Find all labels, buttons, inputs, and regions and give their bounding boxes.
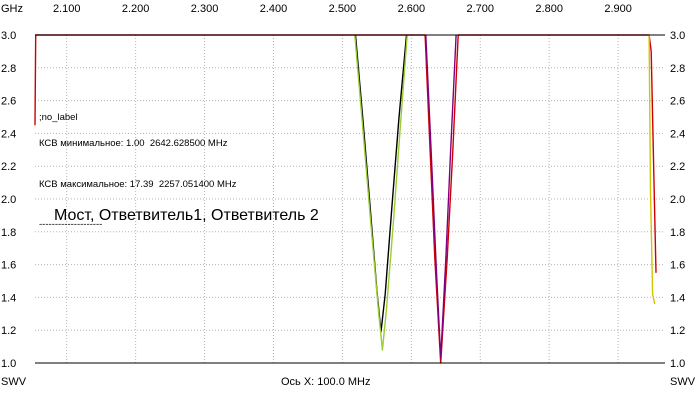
series-line-1: [354, 34, 408, 333]
x-tick-label: 2.500: [329, 3, 357, 15]
x-tick-label: 2.800: [535, 3, 563, 15]
y-tick-label-right: 2.0: [670, 194, 685, 206]
y-tick-label-right: 2.2: [670, 161, 685, 173]
x-tick-label: 2.300: [191, 3, 219, 15]
x-tick-label: 2.400: [260, 3, 288, 15]
y-tick-label-right: 2.6: [670, 96, 685, 108]
info-separator: --------------------: [39, 219, 103, 230]
swr-info-panel: КСВ минимальное: 1.00 2642.628500 MHz КС…: [39, 110, 237, 245]
trace-names-annotation: Мост, Ответвитель1, Ответвитель 2: [54, 207, 319, 224]
y-tick-label-right: 2.8: [670, 63, 685, 75]
x-unit-label: GHz: [1, 3, 23, 15]
swr-min-info: КСВ минимальное: 1.00 2642.628500 MHz: [39, 138, 228, 149]
y-tick-label-left: 2.0: [1, 194, 16, 206]
y-tick-label-left: 1.0: [1, 358, 16, 370]
y-tick-label-right: 1.4: [670, 292, 685, 304]
y-tick-label-right: 1.2: [670, 325, 685, 337]
series-line-5: [648, 34, 656, 305]
series-line-2: [354, 34, 408, 351]
marker-label: ;no_label: [39, 112, 78, 123]
y-tick-label-right: 3.0: [670, 30, 685, 42]
y-tick-label-left: 2.6: [1, 96, 16, 108]
y-tick-label-right: 1.6: [670, 260, 685, 272]
y-tick-label-left: 1.2: [1, 325, 16, 337]
y-tick-label-right: 2.4: [670, 128, 685, 140]
x-axis-caption: Ось X: 100.0 MHz: [281, 376, 370, 388]
y-axis-label-right: SWV: [670, 376, 696, 388]
swr-max-info: КСВ максимальное: 17.39 2257.051400 MHz: [39, 178, 237, 190]
series-group: [34, 34, 657, 364]
series-line-4: [425, 34, 457, 359]
y-tick-label-left: 2.4: [1, 128, 16, 140]
y-tick-label-right: 1.8: [670, 227, 685, 239]
axes: [35, 34, 665, 364]
y-tick-label-left: 2.2: [1, 161, 16, 173]
y-axis-label-left: SWV: [1, 376, 27, 388]
x-tick-label: 2.700: [467, 3, 495, 15]
x-tick-label: 2.100: [53, 3, 81, 15]
y-tick-label-left: 1.6: [1, 260, 16, 272]
x-tick-label: 2.900: [604, 3, 632, 15]
y-tick-label-right: 1.0: [670, 358, 685, 370]
y-tick-label-left: 1.8: [1, 227, 16, 239]
y-tick-label-left: 1.4: [1, 292, 16, 304]
x-tick-label: 2.600: [398, 3, 426, 15]
tick-labels: 2.100 2.200 2.300 2.400 2.500 2.600 2.700 2.800…: [1, 3, 685, 370]
y-tick-label-left: 3.0: [1, 30, 16, 42]
x-tick-label: 2.200: [122, 3, 150, 15]
y-tick-label-left: 2.8: [1, 63, 16, 75]
